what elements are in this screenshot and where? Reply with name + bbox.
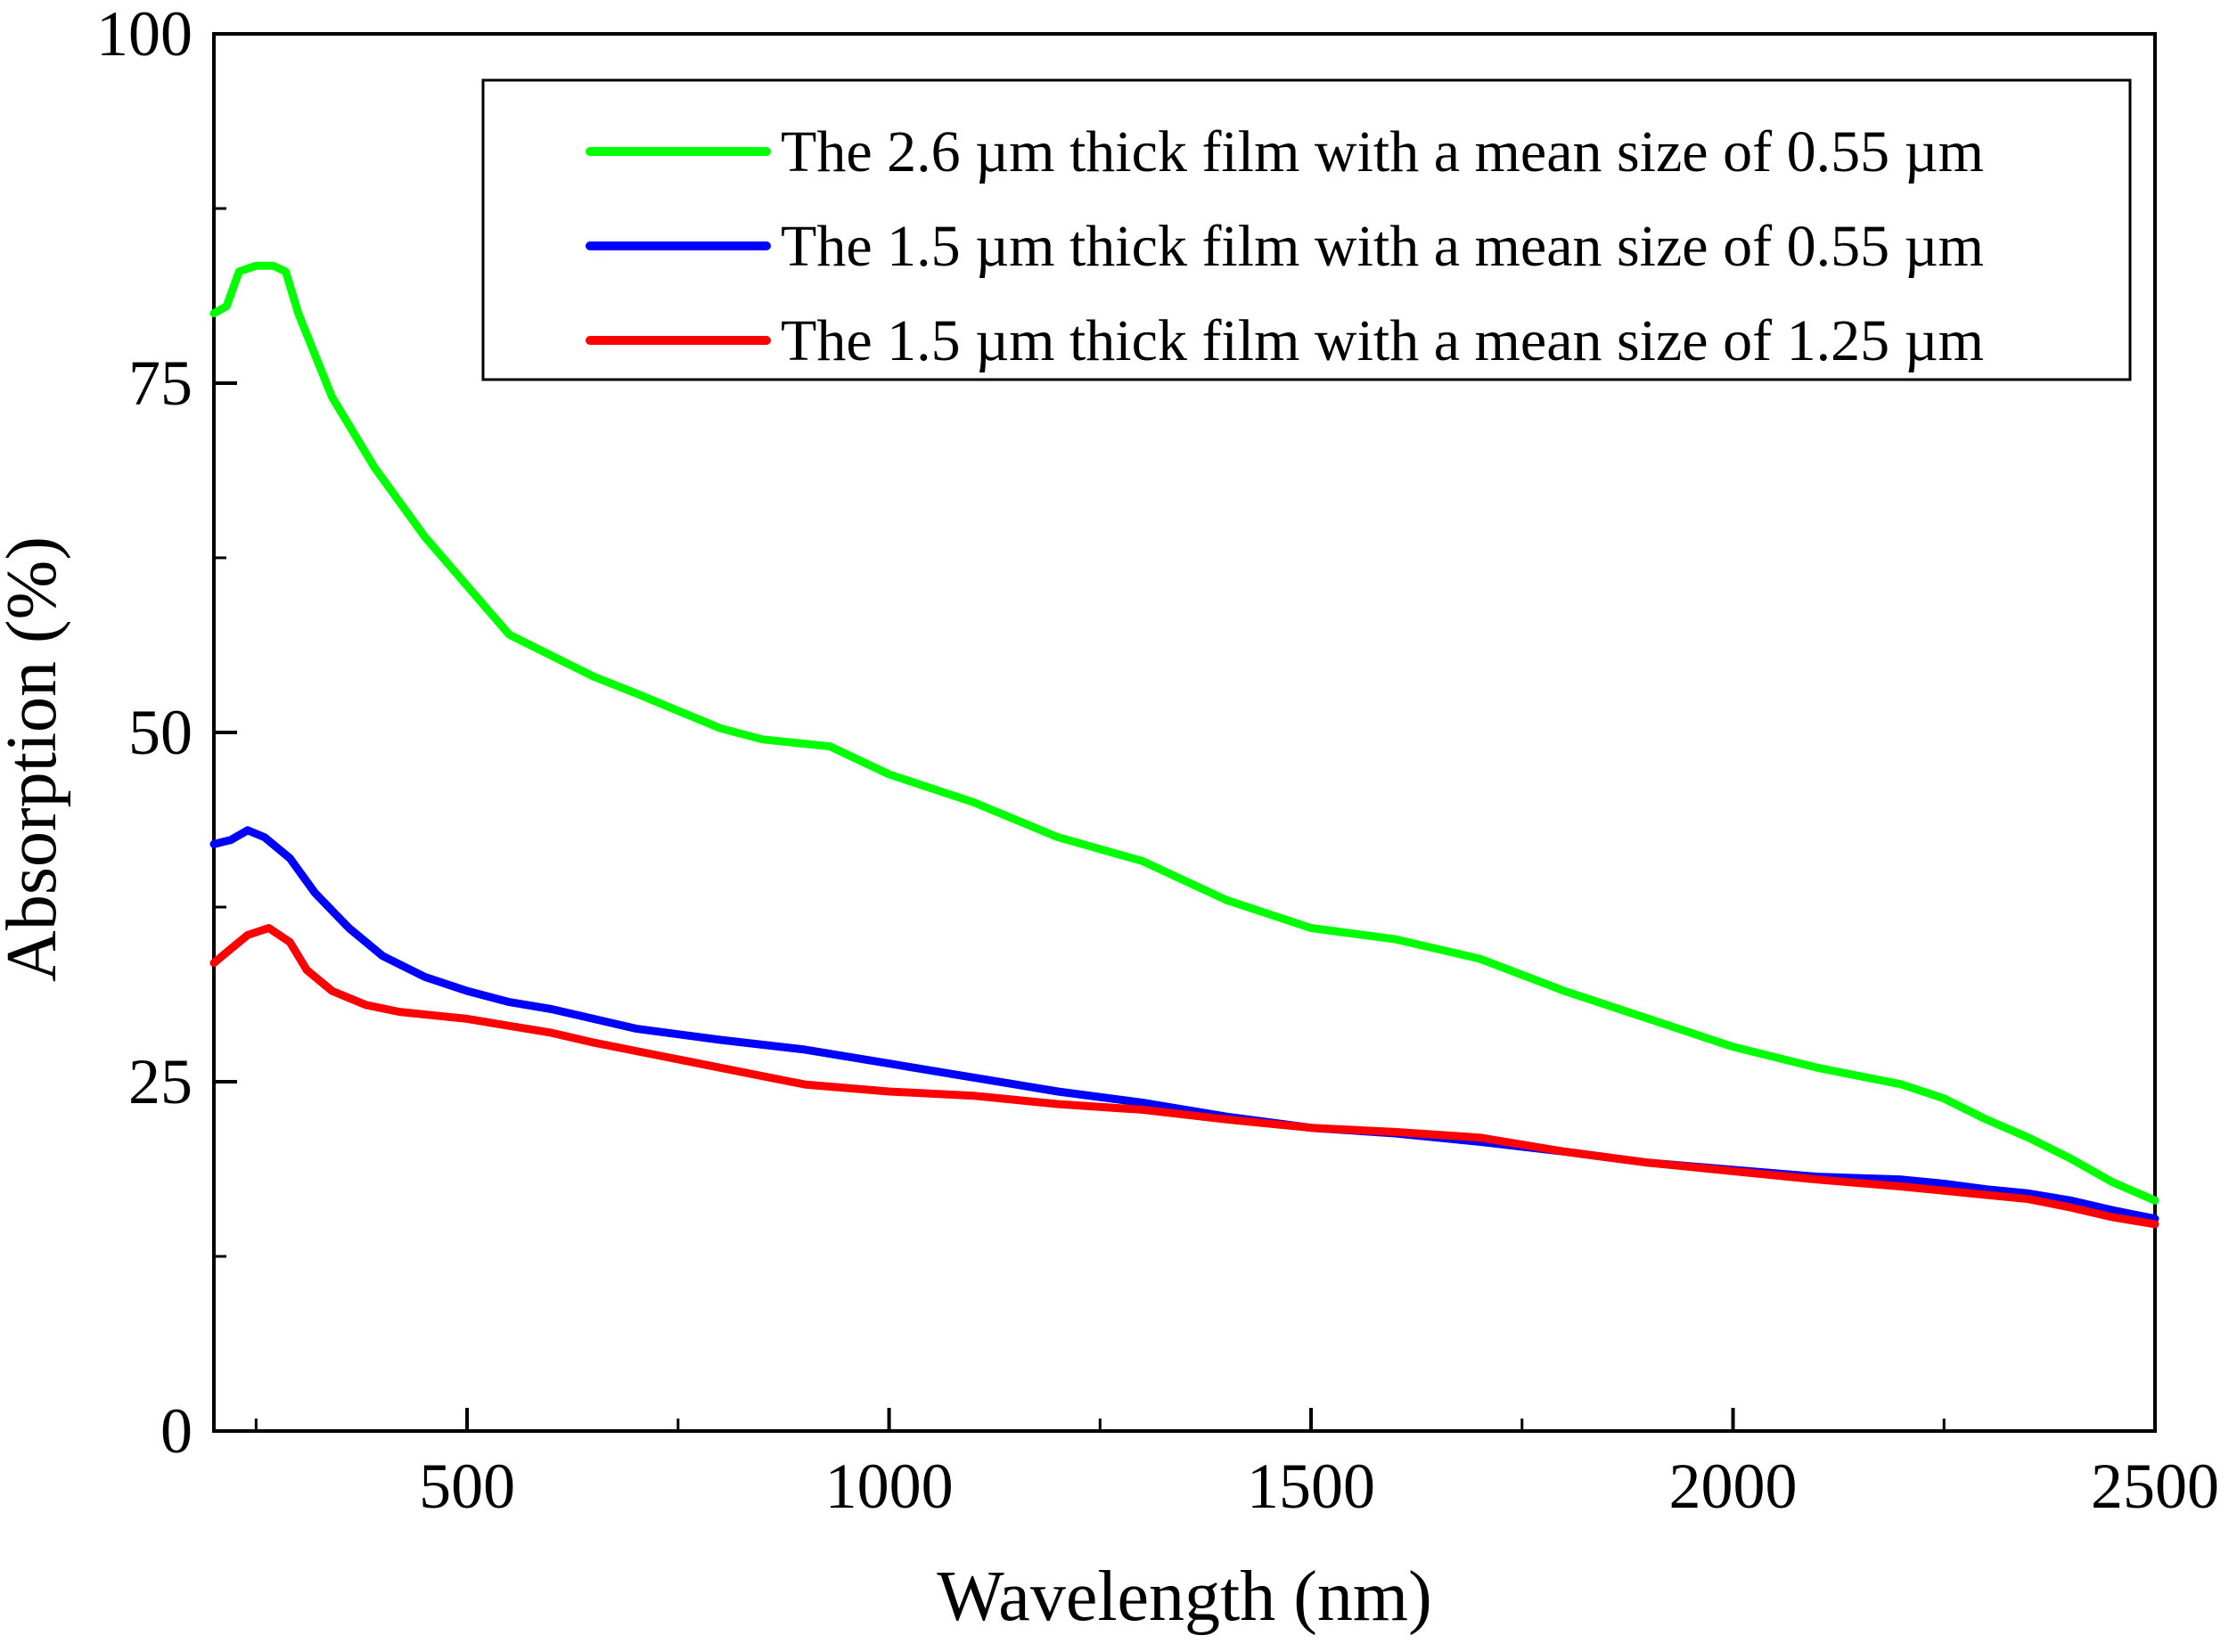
legend-label-2: The 1.5 µm thick film with a mean size o… (781, 214, 1984, 279)
x-tick-label-2000: 2000 (1669, 1451, 1798, 1522)
y-tick-label-0: 0 (160, 1395, 193, 1467)
x-tick-label-2500: 2500 (2091, 1451, 2219, 1522)
x-axis-title: Wavelength (nm) (937, 1558, 1432, 1636)
x-tick-label-1500: 1500 (1247, 1451, 1375, 1522)
y-tick-label-100: 100 (96, 0, 193, 70)
x-tick-label-500: 500 (419, 1451, 515, 1522)
y-axis-title: Absorption (%) (0, 536, 71, 982)
series-lines (214, 266, 2155, 1224)
x-tick-label-1000: 1000 (825, 1451, 954, 1522)
legend-label-3: The 1.5 µm thick film with a mean size o… (781, 308, 1984, 373)
legend-label-1: The 2.6 µm thick film with a mean size o… (781, 119, 1984, 184)
series-line-1 (214, 266, 2155, 1200)
y-tick-label-25: 25 (128, 1046, 193, 1117)
legend: The 2.6 µm thick film with a mean size o… (483, 80, 2130, 380)
y-tick-label-75: 75 (128, 348, 193, 419)
y-tick-label-50: 50 (128, 697, 193, 768)
absorption-chart: 500 1000 1500 2000 2500 0 25 50 75 100 Wavelength… (0, 0, 2237, 1652)
